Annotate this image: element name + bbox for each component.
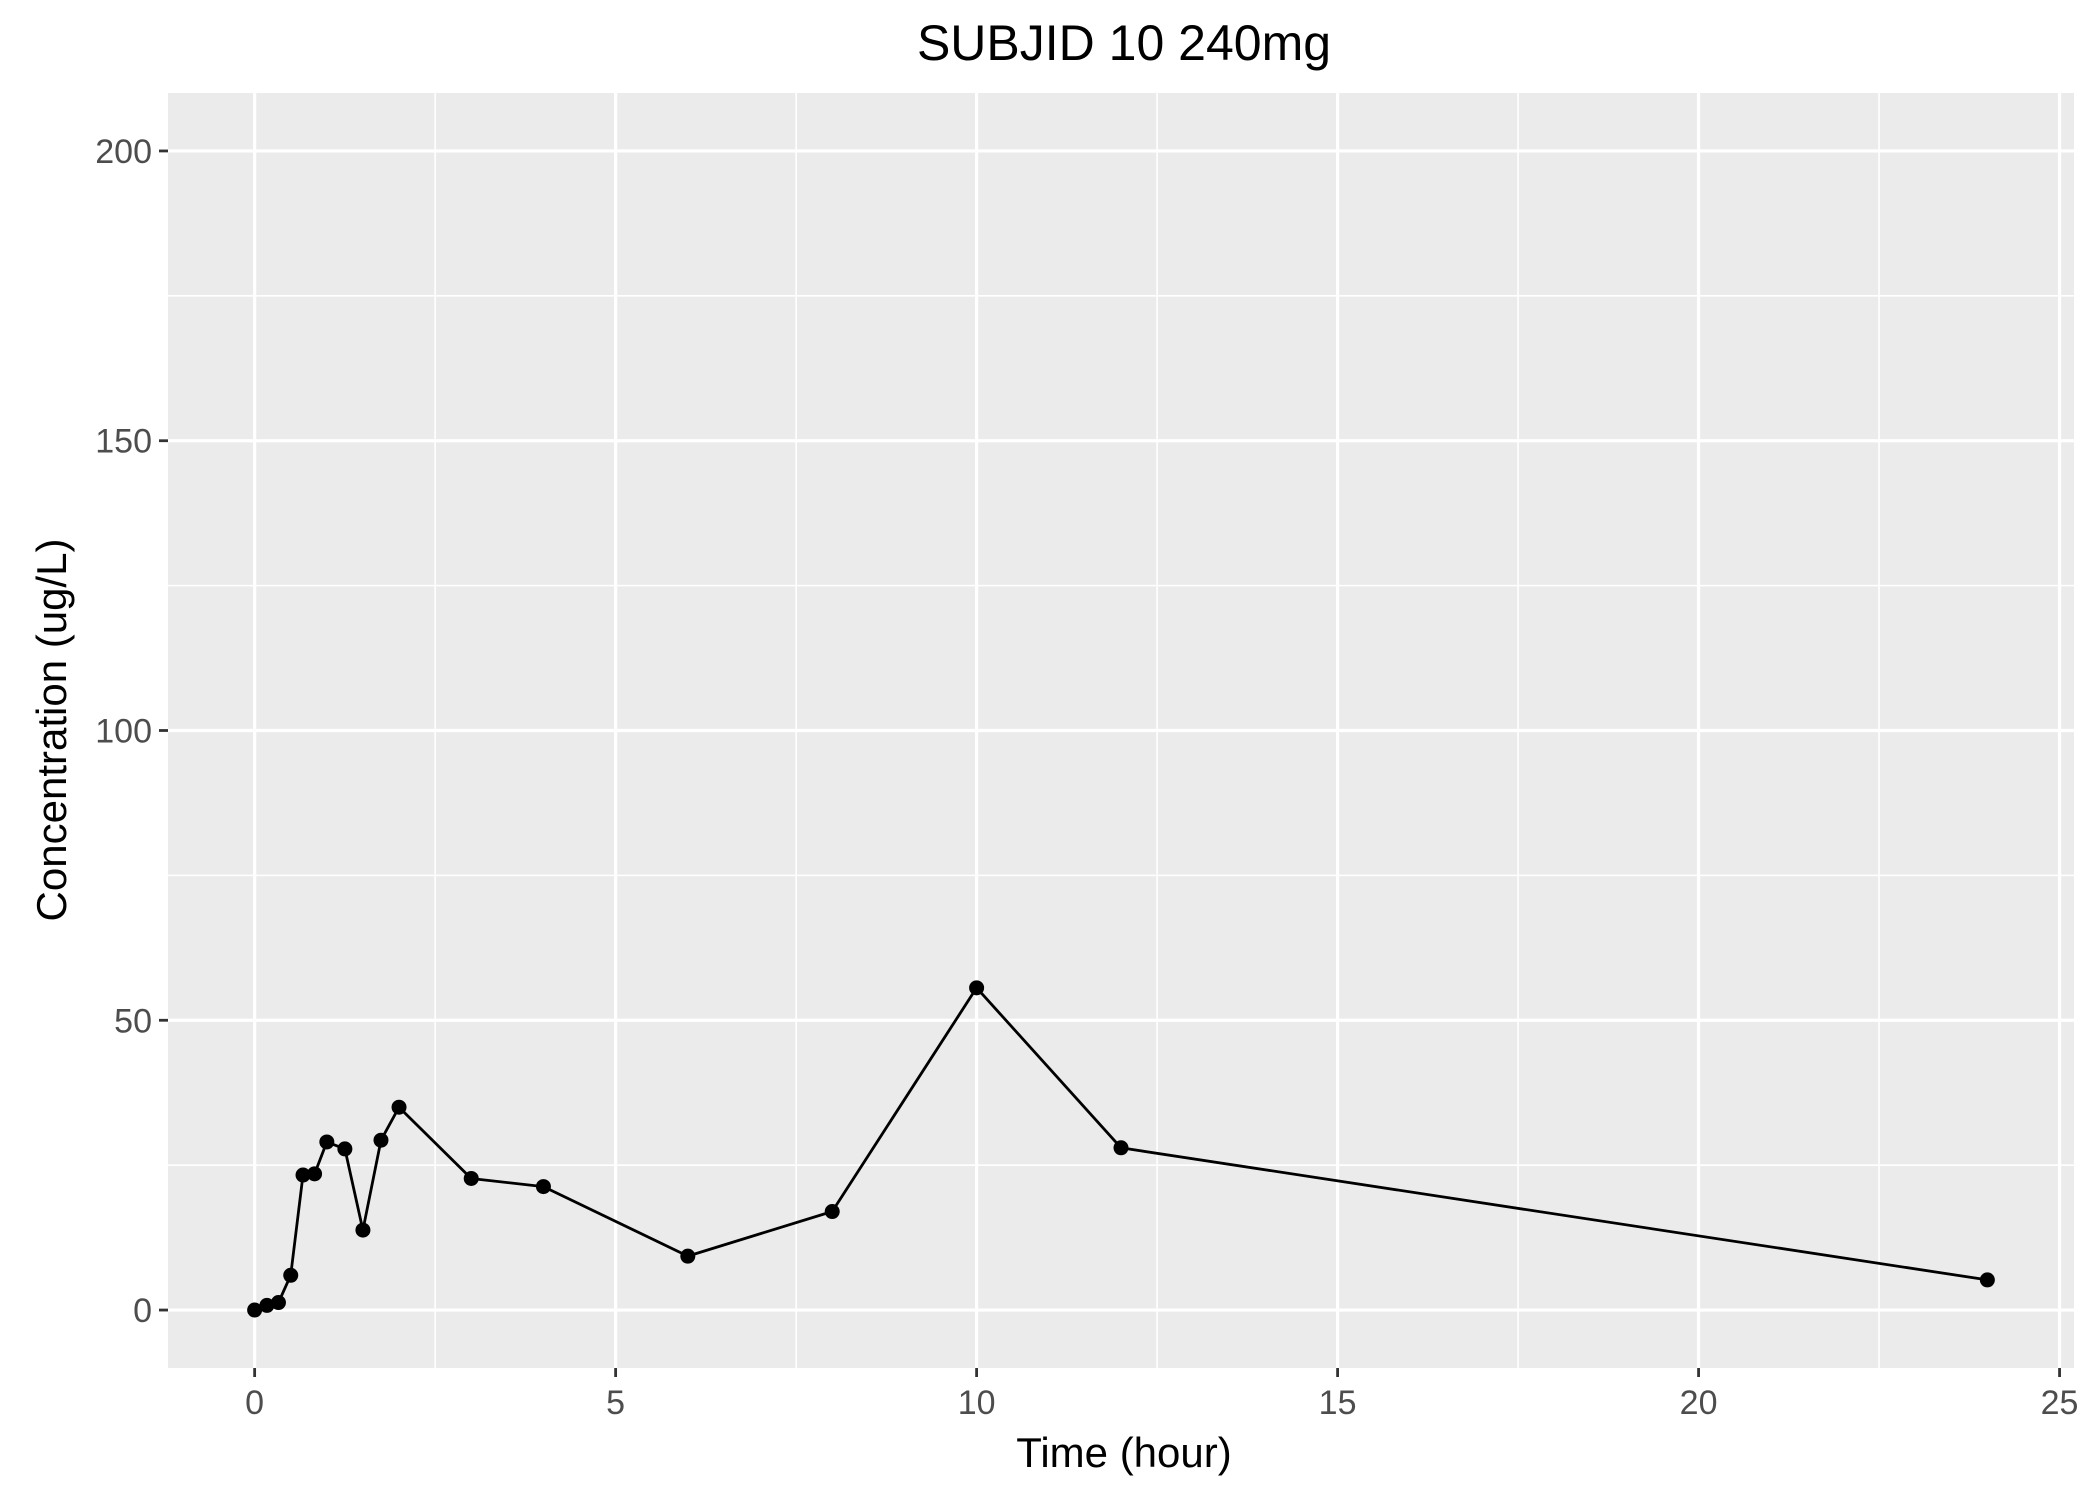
data-point (824, 1204, 840, 1220)
data-point (969, 980, 985, 996)
data-point (259, 1297, 275, 1313)
data-point (307, 1166, 323, 1182)
y-tick-label: 150 (95, 423, 152, 461)
data-point (270, 1295, 286, 1311)
data-point (535, 1179, 551, 1195)
series-concentration (247, 980, 1995, 1318)
x-axis-title: Time (hour) (1016, 1429, 1231, 1476)
y-tick-label: 50 (114, 1002, 152, 1040)
y-tick-label: 100 (95, 713, 152, 751)
data-point (1113, 1140, 1129, 1156)
x-tick-label: 10 (958, 1384, 996, 1422)
data-point (373, 1132, 389, 1148)
x-tick-label: 15 (1319, 1384, 1357, 1422)
data-point (391, 1099, 407, 1115)
x-tick-label: 5 (606, 1384, 625, 1422)
data-point (295, 1167, 311, 1183)
data-point (319, 1134, 335, 1150)
x-tick-label: 0 (245, 1384, 264, 1422)
y-tick-label: 0 (133, 1292, 152, 1330)
data-point (680, 1248, 696, 1264)
chart-title: SUBJID 10 240mg (917, 15, 1331, 71)
y-tick-label: 200 (95, 133, 152, 171)
data-point (247, 1302, 263, 1318)
x-tick-label: 25 (2041, 1384, 2079, 1422)
data-point (283, 1267, 299, 1283)
data-point (337, 1141, 353, 1157)
grid (168, 93, 2074, 1368)
data-point (355, 1222, 371, 1238)
data-point (1979, 1272, 1995, 1288)
y-axis-title: Concentration (ug/L) (28, 539, 75, 922)
axes: 0 5 10 15 20 25 0 50 100 150 200 (95, 133, 2078, 1422)
x-tick-label: 20 (1680, 1384, 1718, 1422)
data-point (463, 1170, 479, 1186)
